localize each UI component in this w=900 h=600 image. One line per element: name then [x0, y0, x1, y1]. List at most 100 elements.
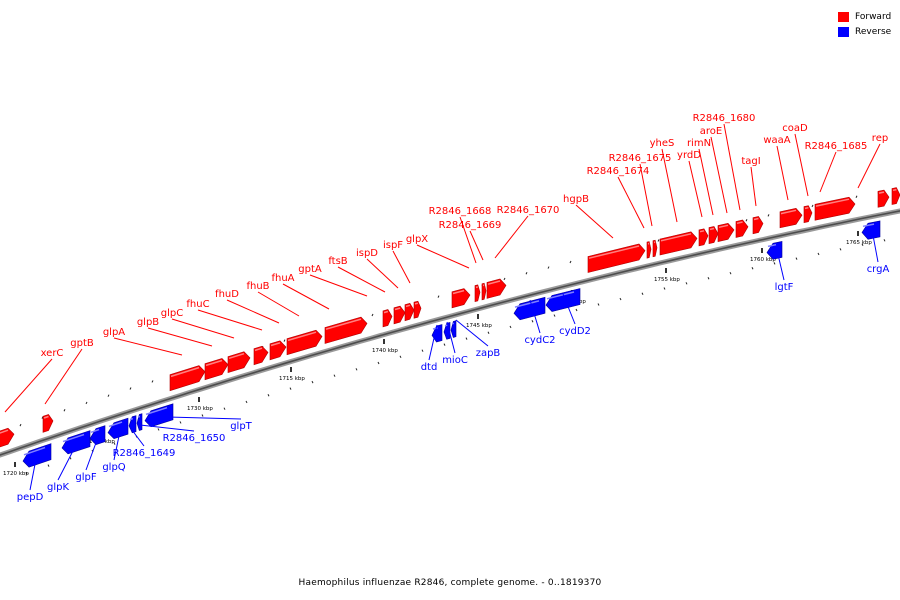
- forward-gene-block: [698, 228, 709, 247]
- leader-line-forward: [416, 244, 470, 269]
- minor-tick-bottom: [641, 292, 644, 295]
- gene-label-R2846_1675: R2846_1675: [609, 153, 672, 164]
- gene-label-glpQ: glpQ: [102, 462, 125, 473]
- reverse-gene-block: [513, 296, 546, 321]
- leader-line-forward: [226, 299, 280, 324]
- minor-tick-bottom: [421, 349, 424, 352]
- tick-label: 1715 kbp: [279, 376, 305, 382]
- tick-label: 1745 kbp: [466, 323, 492, 329]
- forward-gene-block: [286, 329, 323, 356]
- leader-line-reverse: [428, 324, 438, 361]
- gene-label-R2846_1674: R2846_1674: [587, 166, 650, 177]
- gene-label-yrdD: yrdD: [677, 150, 701, 161]
- gene-label-yheS: yheS: [650, 138, 675, 149]
- minor-tick-top: [63, 409, 66, 412]
- leader-line-forward: [857, 143, 881, 189]
- leader-line-forward: [710, 136, 728, 214]
- reverse-gene-block: [107, 417, 129, 440]
- forward-gene-block-highlight: [228, 352, 245, 360]
- genome-backbone: [0, 208, 900, 458]
- forward-gene-block: [324, 316, 368, 344]
- minor-tick-bottom: [25, 471, 28, 475]
- leader-line-reverse: [871, 229, 879, 263]
- minor-tick-bottom: [355, 368, 358, 371]
- minor-tick-bottom: [751, 267, 754, 270]
- leader-line-forward: [171, 318, 235, 339]
- minor-tick-bottom: [729, 271, 732, 275]
- forward-gene-block-highlight: [736, 221, 743, 225]
- leader-line-forward: [794, 133, 809, 197]
- tick-label: 1740 kbp: [372, 348, 398, 354]
- reverse-gene-block: [545, 288, 581, 312]
- leader-line-forward: [723, 123, 741, 211]
- minor-tick-top: [283, 339, 286, 342]
- minor-tick-bottom: [531, 319, 534, 323]
- minor-tick-bottom: [47, 464, 50, 467]
- leader-line-forward: [459, 216, 477, 264]
- tick-label: 1765 kbp: [846, 240, 872, 246]
- leader-line-forward: [337, 266, 386, 293]
- leader-line-forward: [661, 148, 678, 223]
- minor-tick-bottom: [619, 297, 622, 301]
- reverse-gene-block: [861, 220, 881, 240]
- tick-label: 1720 kbp: [3, 471, 29, 477]
- leader-line-reverse: [57, 446, 76, 481]
- tick-label: 1755 kbp: [654, 277, 680, 283]
- reverse-gene-block: [61, 430, 91, 455]
- minor-tick-bottom: [223, 407, 226, 410]
- minor-tick-top: [85, 401, 88, 405]
- reverse-gene-block: [128, 415, 137, 434]
- gene-label-glpB: glpB: [137, 317, 159, 328]
- minor-tick-bottom: [69, 457, 72, 460]
- minor-tick-bottom: [553, 314, 556, 317]
- minor-tick-bottom: [201, 414, 204, 417]
- reverse-gene-block: [450, 320, 457, 338]
- gene-label-ftsB: ftsB: [328, 256, 347, 267]
- minor-tick-bottom: [663, 287, 666, 290]
- reverse-gene-block-highlight: [145, 406, 168, 416]
- forward-gene-block-highlight: [487, 280, 501, 285]
- minor-tick-top: [547, 266, 550, 269]
- minor-tick-bottom: [399, 355, 402, 359]
- forward-gene-block-highlight: [43, 415, 49, 419]
- leader-line-forward: [494, 215, 529, 259]
- forward-gene-block-highlight: [878, 191, 885, 194]
- minor-tick-bottom: [685, 282, 688, 285]
- minor-tick-top: [437, 295, 440, 298]
- forward-gene-block-highlight: [660, 233, 692, 242]
- gene-label-R2846_1685: R2846_1685: [805, 141, 868, 152]
- backbone-core: [0, 210, 900, 456]
- minor-tick-top: [569, 260, 572, 264]
- gene-label-R2846_1668: R2846_1668: [429, 206, 492, 217]
- minor-tick-top: [767, 214, 770, 217]
- leader-line-forward: [147, 327, 213, 347]
- minor-tick-bottom: [509, 325, 512, 329]
- minor-tick-bottom: [179, 421, 182, 424]
- gene-label-coaD: coaD: [782, 123, 808, 134]
- minor-tick-bottom: [267, 394, 270, 397]
- leader-line-forward: [750, 166, 757, 207]
- reverse-gene-block-highlight: [129, 417, 134, 421]
- minor-tick-top: [811, 204, 814, 208]
- gene-label-crgA: crgA: [867, 264, 890, 275]
- leader-line-forward: [639, 163, 653, 227]
- forward-gene-block: [646, 241, 652, 259]
- gene-label-glpK: glpK: [47, 482, 69, 493]
- legend-label-forward: Forward: [855, 11, 892, 22]
- minor-tick-bottom: [465, 337, 468, 340]
- forward-gene-block: [413, 300, 422, 319]
- forward-gene-block: [269, 340, 287, 361]
- forward-gene-block: [404, 302, 415, 322]
- minor-tick-bottom: [861, 243, 864, 246]
- leader-line-reverse: [113, 435, 120, 461]
- forward-gene-block-highlight: [414, 302, 419, 305]
- gene-label-rep: rep: [872, 133, 888, 144]
- minor-tick-bottom: [795, 257, 798, 260]
- forward-gene-block-highlight: [753, 217, 759, 221]
- forward-gene-block: [42, 414, 54, 433]
- leader-line-reverse: [29, 453, 38, 491]
- gene-label-glpA: glpA: [103, 327, 125, 338]
- forward-gene-block-highlight: [892, 188, 897, 192]
- forward-gene-block-highlight: [699, 230, 705, 233]
